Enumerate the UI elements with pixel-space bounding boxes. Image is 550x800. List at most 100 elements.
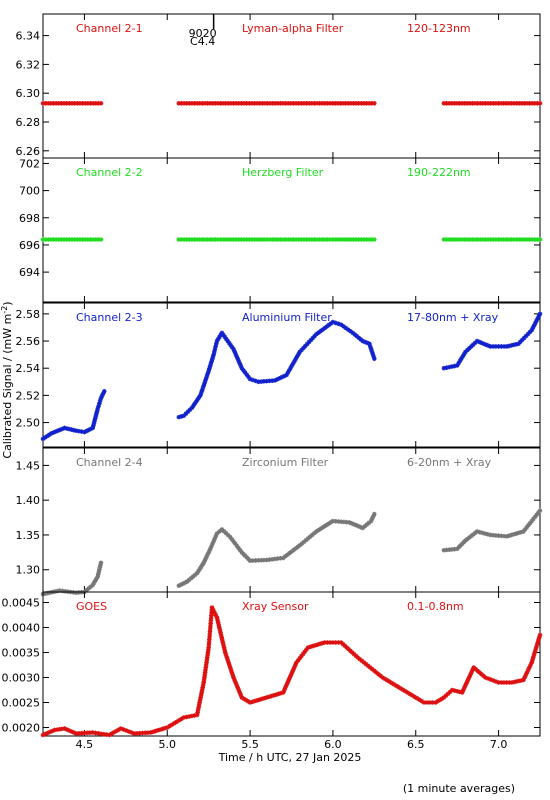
data-point [229,670,235,675]
data-point [262,237,268,242]
data-point [241,368,246,373]
data-point [461,685,467,691]
data-point [501,680,507,685]
data-point [317,237,322,242]
data-point [481,673,486,679]
data-point [400,687,406,693]
data-point [462,683,468,688]
data-point [197,237,202,242]
panel-5: 0.0020 0.0025 0.0030 0.0035 0.0040 0.0045 GOES… [2,591,543,738]
data-point [275,556,280,561]
data-point [250,377,256,383]
data-point [59,100,64,106]
data-point [216,622,222,628]
data-point [131,731,137,736]
data-point [261,379,267,384]
data-point [220,237,226,242]
data-point [359,100,364,106]
data-point [208,623,213,629]
data-point [467,674,472,679]
data-point [225,338,231,344]
data-point [356,237,361,242]
data-point [183,411,189,417]
data-point [272,237,278,242]
data-point [226,237,231,242]
data-point [529,237,535,242]
data-point [202,558,208,563]
data-point [246,374,251,380]
data-point [118,726,124,731]
data-point [209,356,215,362]
data-point [201,383,206,388]
data-point [343,237,348,242]
data-point [465,678,470,684]
data-point [214,615,220,620]
data-point [470,667,475,673]
data-point [318,526,323,532]
data-point [283,237,289,242]
data-point [370,351,375,357]
data-point [277,375,282,381]
data-point [242,370,248,375]
data-point [532,320,538,326]
data-point [191,403,196,408]
data-point [236,545,241,551]
data-point [233,100,239,106]
data-point [174,719,180,725]
data-point [493,533,499,538]
data-point [471,665,477,670]
data-point [527,520,533,526]
data-point [272,100,278,106]
data-point [202,237,208,242]
data-point [129,730,134,735]
data-point [369,666,375,672]
data-point [295,544,301,550]
data-point [470,342,476,347]
data-point [535,316,540,321]
data-point [531,323,537,328]
data-point [198,564,204,570]
data-point [301,100,307,106]
data-point [292,358,297,364]
data-point [116,727,121,733]
data-point [521,335,527,341]
data-point [206,645,211,650]
data-point [247,376,253,382]
data-point [534,642,540,648]
data-point [72,237,77,242]
data-point [353,653,359,659]
data-point [100,391,106,396]
data-point [246,237,252,242]
data-point [270,237,275,242]
data-point [534,318,539,324]
data-point [82,237,88,242]
data-point [286,368,292,373]
data-point [211,349,217,355]
data-point [217,529,222,534]
data-point [237,690,243,695]
data-point [205,551,211,556]
data-point [519,337,525,343]
data-point [414,695,420,701]
data-point [140,730,145,736]
data-point [275,100,281,106]
data-point [51,430,56,435]
data-point [537,237,543,242]
band-label: 190-222nm [407,166,471,179]
data-point [506,100,512,106]
data-point [452,100,457,106]
data-point [184,100,189,106]
data-point [504,680,509,685]
data-point [459,100,465,106]
data-point [97,398,103,404]
data-point [93,100,99,106]
panel-1: 6.26 6.28 6.30 6.32 6.34 Channel 2-1 Lyman-alp… [16,13,543,159]
data-point [252,100,257,106]
data-point [362,523,368,529]
data-point [479,340,484,346]
data-point [258,557,264,563]
y-tick-label: 6.28 [16,116,41,129]
data-point [332,100,338,106]
data-point [228,342,233,348]
data-point [460,354,465,359]
